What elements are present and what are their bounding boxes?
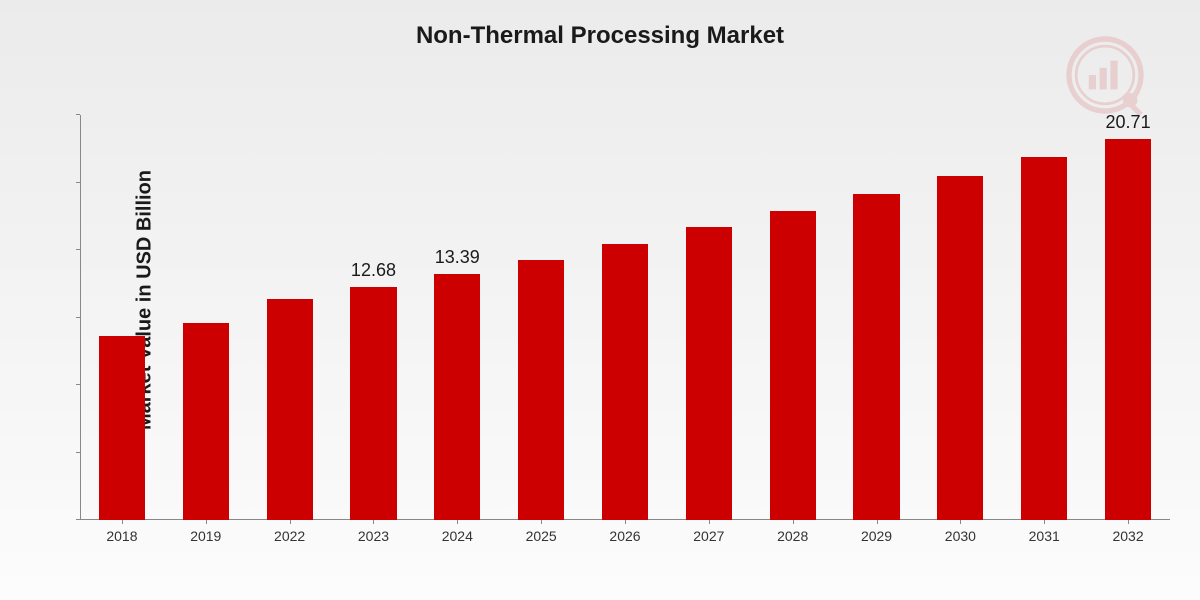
bar [267,299,313,520]
y-tick [76,384,80,385]
bar [1021,157,1067,520]
x-tick [709,520,710,524]
x-tick-label: 2027 [693,528,724,544]
x-tick-label: 2024 [442,528,473,544]
x-tick [1128,520,1129,524]
y-axis-line [80,115,81,520]
bar [183,323,229,520]
x-tick [122,520,123,524]
x-tick-label: 2031 [1029,528,1060,544]
x-tick-label: 2026 [609,528,640,544]
y-tick [76,519,80,520]
y-tick [76,317,80,318]
x-tick [290,520,291,524]
x-tick-label: 2030 [945,528,976,544]
x-tick-label: 2018 [106,528,137,544]
bar [350,287,396,520]
bar [99,336,145,520]
x-tick [541,520,542,524]
value-label: 12.68 [351,260,396,281]
x-tick-label: 2028 [777,528,808,544]
x-tick [373,520,374,524]
value-label: 20.71 [1106,112,1151,133]
x-tick-label: 2023 [358,528,389,544]
bar [937,176,983,520]
y-tick [76,182,80,183]
x-tick [206,520,207,524]
bar [518,260,564,520]
bar [1105,139,1151,520]
bar [853,194,899,520]
plot-area: 201820192022202312.68202413.392025202620… [80,115,1170,520]
bar [686,227,732,520]
chart-title: Non-Thermal Processing Market [0,22,1200,50]
x-tick [625,520,626,524]
x-tick [457,520,458,524]
x-tick-label: 2019 [190,528,221,544]
bar [602,244,648,520]
x-tick-label: 2025 [526,528,557,544]
x-tick-label: 2032 [1112,528,1143,544]
bar [770,211,816,520]
x-tick-label: 2029 [861,528,892,544]
y-tick [76,249,80,250]
x-tick [793,520,794,524]
x-tick [877,520,878,524]
x-tick [960,520,961,524]
y-tick [76,114,80,115]
bar [434,274,480,520]
y-tick [76,452,80,453]
x-tick [1044,520,1045,524]
value-label: 13.39 [435,247,480,268]
watermark-logo-icon [1060,30,1150,120]
x-tick-label: 2022 [274,528,305,544]
